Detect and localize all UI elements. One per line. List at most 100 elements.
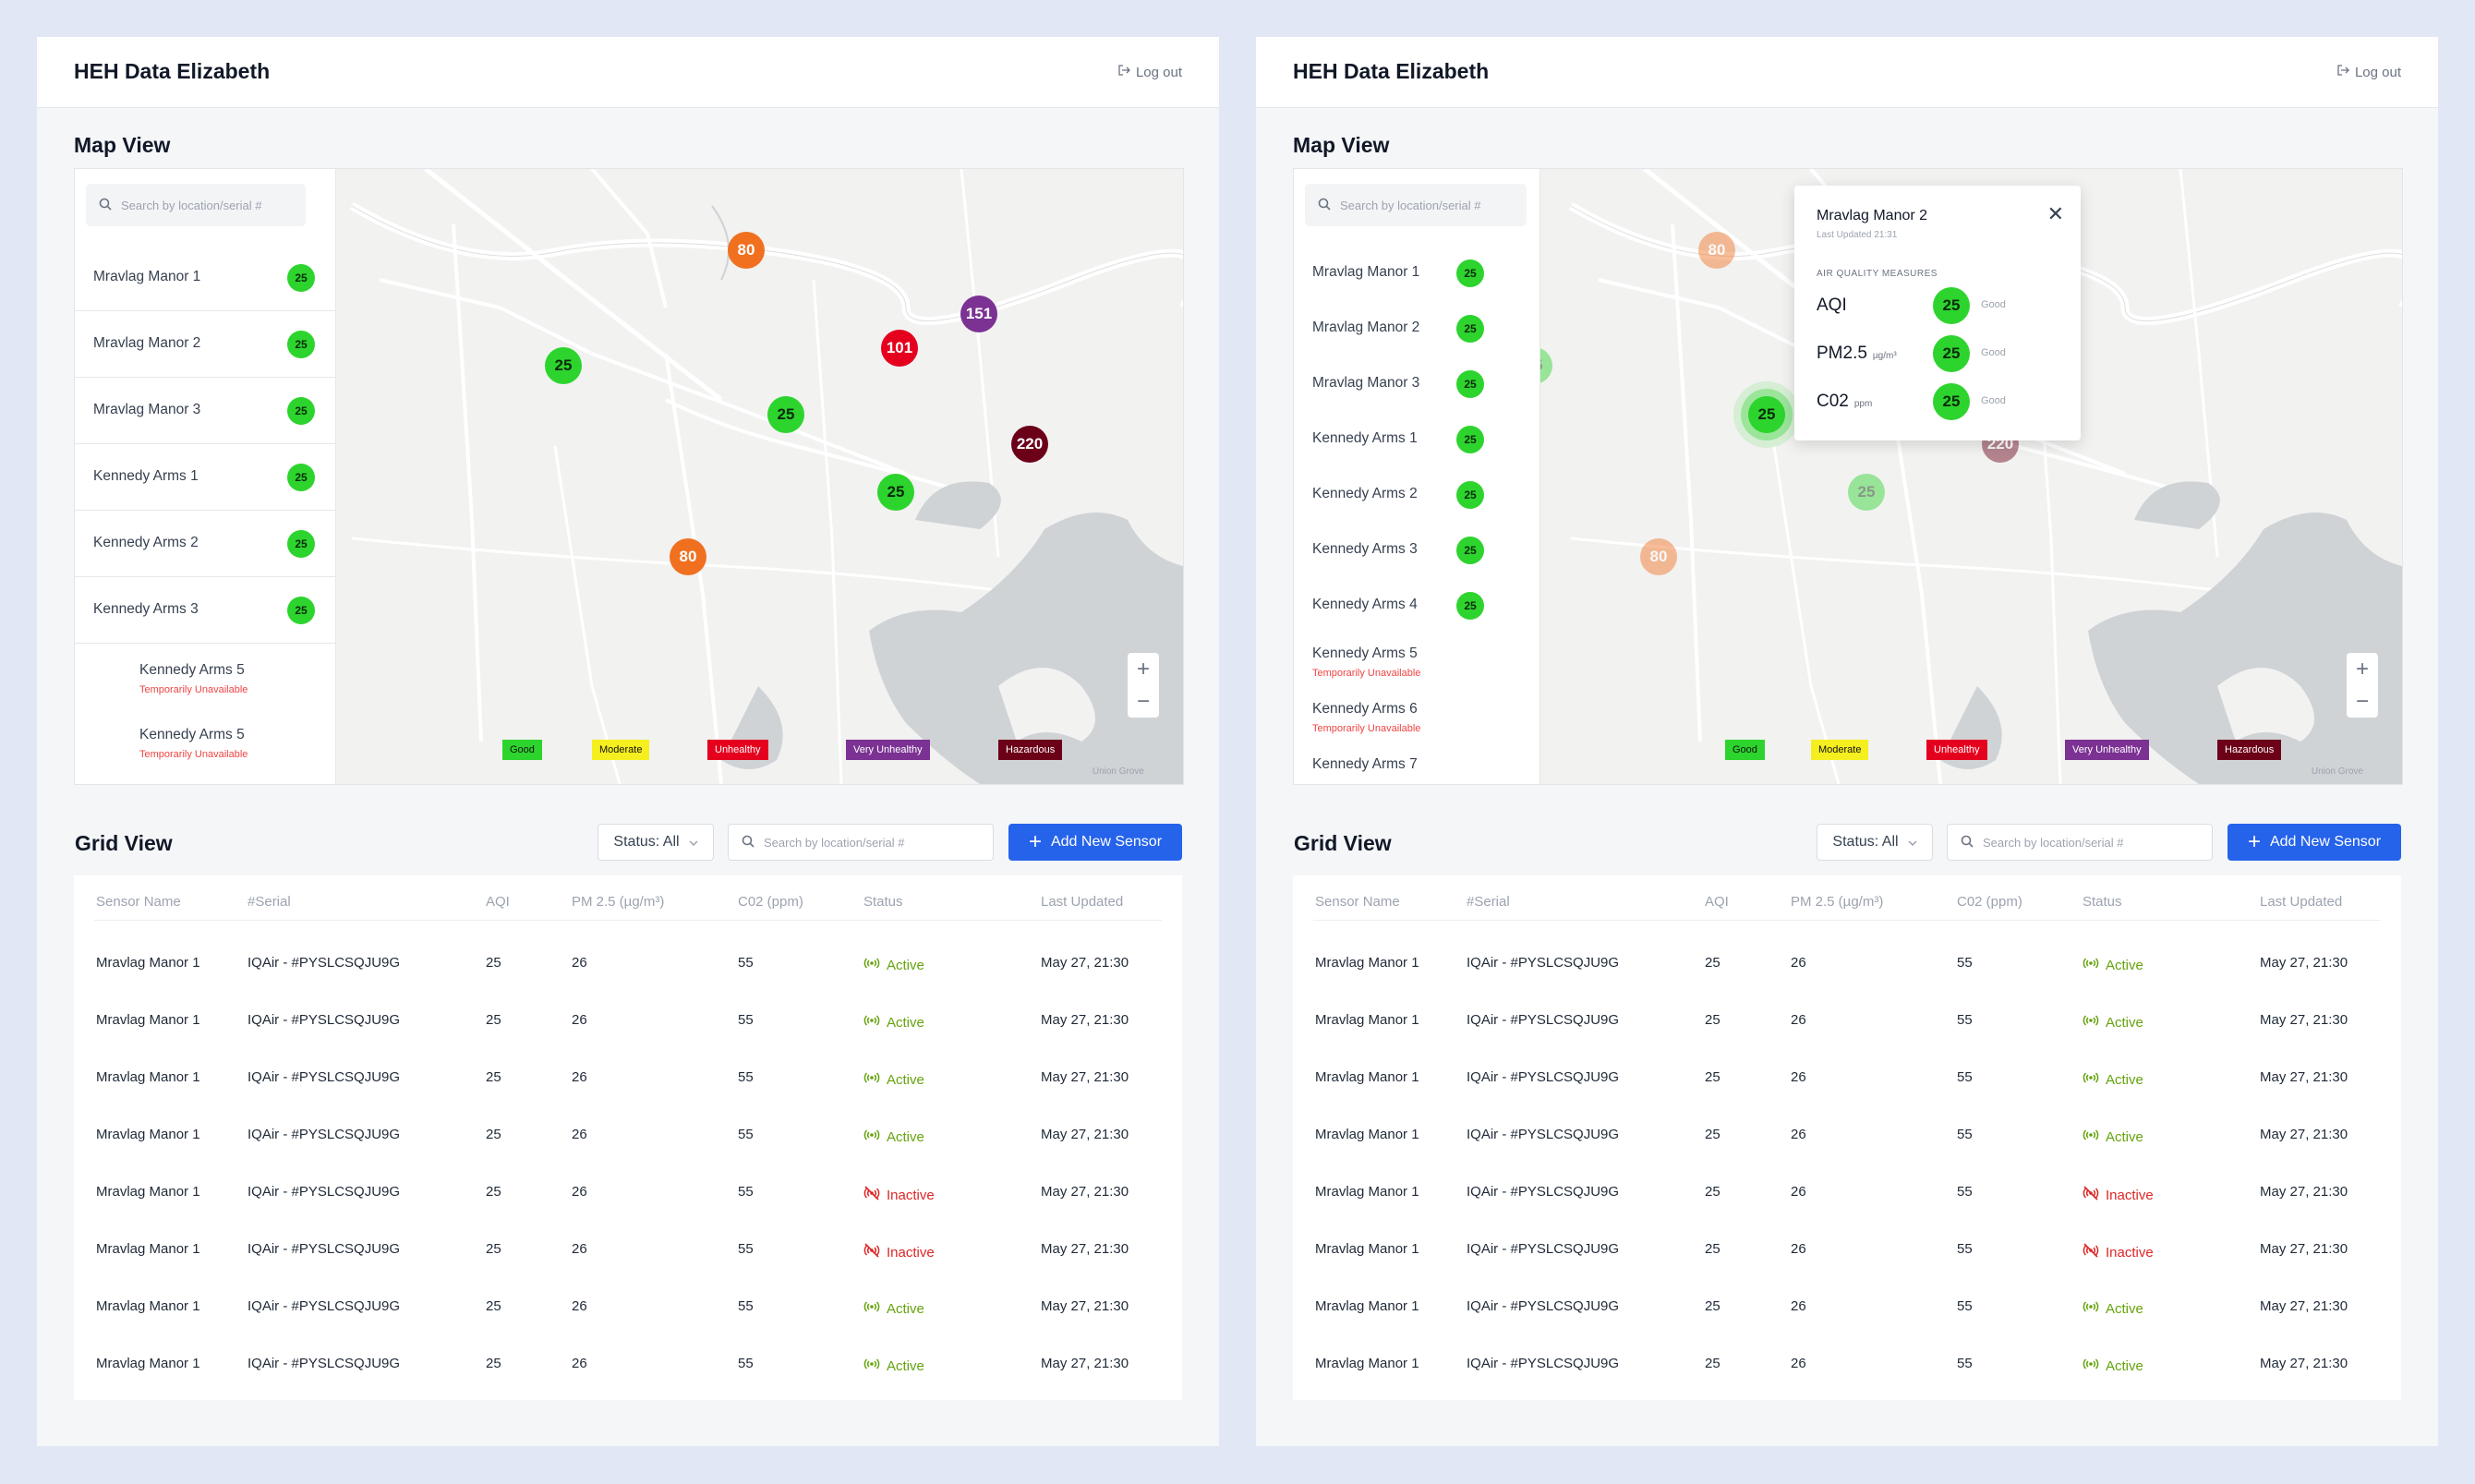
add-new-sensor-button[interactable]: + Add New Sensor [1008, 824, 1182, 861]
aqi-marker-good[interactable]: 25 [545, 347, 582, 384]
location-item[interactable]: Mravlag Manor 3 25 [1294, 356, 1539, 411]
column-header[interactable]: PM 2.5 (µg/m³) [1791, 894, 1884, 910]
table-row[interactable]: Mravlag Manor 1 IQAir - #PYSLCSQJU9G 25 26 5… [74, 1164, 1182, 1221]
column-header[interactable]: #Serial [1467, 894, 1510, 910]
zoom-in-button[interactable]: + [2355, 656, 2369, 682]
table-row[interactable]: Mravlag Manor 1 IQAir - #PYSLCSQJU9G 25 26 5… [74, 935, 1182, 992]
cell-status: Active [863, 1357, 924, 1374]
close-icon[interactable]: ✕ [2046, 202, 2064, 225]
grid-search-input[interactable]: Search by location/serial # [728, 824, 994, 861]
cell-last-updated: May 27, 21:30 [2260, 1241, 2348, 1257]
location-item[interactable]: Mravlag Manor 1 25 [75, 245, 335, 311]
map-card: 80 151 101 25 25 220 25 80 Good Moderate Unhealthy… [74, 168, 1184, 785]
aqi-marker-selected[interactable]: 25 [1748, 396, 1785, 433]
location-name: Kennedy Arms 6 [1312, 701, 1418, 717]
cell-status: Active [2083, 1357, 2143, 1374]
cell-last-updated: May 27, 21:30 [1041, 1012, 1129, 1028]
location-item[interactable]: Kennedy Arms 2 25 [1294, 466, 1539, 522]
zoom-control: + − [1128, 653, 1159, 718]
zoom-control: + − [2347, 653, 2378, 718]
location-item-unavailable[interactable]: Kennedy Arms 5 Temporarily Unavailable [75, 644, 335, 708]
location-item-unavailable[interactable]: Kennedy Arms 7 [1294, 743, 1539, 784]
column-header[interactable]: Last Updated [2260, 894, 2343, 910]
column-header[interactable]: C02 (ppm) [738, 894, 803, 910]
zoom-in-button[interactable]: + [1136, 656, 1150, 682]
column-header[interactable]: PM 2.5 (µg/m³) [572, 894, 665, 910]
logout-link[interactable]: Log out [1117, 64, 1182, 80]
column-header[interactable]: Last Updated [1041, 894, 1124, 910]
table-row[interactable]: Mravlag Manor 1 IQAir - #PYSLCSQJU9G 25 26 5… [74, 1335, 1182, 1393]
location-item[interactable]: Mravlag Manor 3 25 [75, 378, 335, 444]
table-row[interactable]: Mravlag Manor 1 IQAir - #PYSLCSQJU9G 25 26 5… [1293, 1164, 2401, 1221]
location-item-unavailable[interactable]: Kennedy Arms 5 Temporarily Unavailable [75, 708, 335, 773]
zoom-out-button[interactable]: − [1136, 688, 1150, 714]
table-row[interactable]: Mravlag Manor 1 IQAir - #PYSLCSQJU9G 25 26 5… [74, 1106, 1182, 1164]
table-row[interactable]: Mravlag Manor 1 IQAir - #PYSLCSQJU9G 25 26 5… [1293, 1335, 2401, 1393]
table-row[interactable]: Mravlag Manor 1 IQAir - #PYSLCSQJU9G 25 26 5… [1293, 992, 2401, 1049]
aqi-marker-very-unhealthy[interactable]: 151 [960, 296, 997, 332]
location-item[interactable]: Kennedy Arms 3 25 [75, 577, 335, 644]
table-row[interactable]: Mravlag Manor 1 IQAir - #PYSLCSQJU9G 25 26 5… [1293, 1221, 2401, 1278]
aqi-marker-moderate-orange[interactable]: 80 [728, 232, 765, 269]
cell-co2: 55 [1957, 1298, 1973, 1314]
column-header[interactable]: Sensor Name [96, 894, 181, 910]
signal-icon [2083, 1014, 2099, 1031]
cell-aqi: 25 [1705, 1127, 1720, 1142]
column-header[interactable]: C02 (ppm) [1957, 894, 2022, 910]
column-header[interactable]: #Serial [248, 894, 291, 910]
add-button-label: Add New Sensor [2269, 834, 2382, 850]
aqi-marker-hazardous[interactable]: 220 [1011, 426, 1048, 463]
status-filter-select[interactable]: Status: All [598, 824, 714, 861]
map-search-input[interactable]: Search by location/serial # [86, 184, 306, 226]
measure-label: C02 ppm [1817, 392, 1872, 412]
map-view-title: Map View [74, 133, 171, 157]
add-new-sensor-button[interactable]: + Add New Sensor [2228, 824, 2401, 861]
location-item[interactable]: Kennedy Arms 1 25 [75, 444, 335, 511]
location-item[interactable]: Mravlag Manor 1 25 [1294, 245, 1539, 300]
column-header[interactable]: Sensor Name [1315, 894, 1400, 910]
location-item[interactable]: Kennedy Arms 2 25 [75, 511, 335, 577]
map-search-input[interactable]: Search by location/serial # [1305, 184, 1527, 226]
table-row[interactable]: Mravlag Manor 1 IQAir - #PYSLCSQJU9G 25 26 5… [74, 1221, 1182, 1278]
column-header[interactable]: Status [2083, 894, 2122, 910]
table-row[interactable]: Mravlag Manor 1 IQAir - #PYSLCSQJU9G 25 26 5… [1293, 1049, 2401, 1106]
aqi-marker-good[interactable]: 25 [1848, 474, 1885, 511]
aqi-marker-moderate-orange[interactable]: 80 [1698, 232, 1735, 269]
cell-pm: 26 [572, 955, 587, 971]
location-name: Mravlag Manor 3 [1312, 375, 1420, 391]
aqi-marker-good[interactable]: 25 [877, 474, 914, 511]
measure-unit: ppm [1853, 399, 1873, 409]
status-filter-select[interactable]: Status: All [1817, 824, 1933, 861]
location-item-unavailable[interactable]: Kennedy Arms 6 Temporarily Unavailable [1294, 688, 1539, 743]
location-item-unavailable[interactable]: Kennedy Arms 5 Temporarily Unavailable [1294, 633, 1539, 688]
table-row[interactable]: Mravlag Manor 1 IQAir - #PYSLCSQJU9G 25 26 5… [74, 992, 1182, 1049]
location-item[interactable]: Kennedy Arms 3 25 [1294, 522, 1539, 577]
location-item[interactable]: Mravlag Manor 2 25 [75, 311, 335, 378]
location-item[interactable]: Kennedy Arms 4 25 [1294, 577, 1539, 633]
table-row[interactable]: Mravlag Manor 1 IQAir - #PYSLCSQJU9G 25 26 5… [74, 1278, 1182, 1335]
location-item[interactable]: Kennedy Arms 1 25 [1294, 411, 1539, 466]
measure-label: PM2.5 µg/m³ [1817, 344, 1897, 364]
cell-name: Mravlag Manor 1 [1315, 1356, 1419, 1371]
logout-link[interactable]: Log out [2336, 64, 2401, 80]
table-row[interactable]: Mravlag Manor 1 IQAir - #PYSLCSQJU9G 25 26 5… [1293, 935, 2401, 992]
aqi-marker-unhealthy[interactable]: 101 [881, 330, 918, 367]
cell-status: Inactive [2083, 1243, 2154, 1261]
cell-status: Active [2083, 1128, 2143, 1145]
location-item[interactable]: Mravlag Manor 2 25 [1294, 300, 1539, 356]
aqi-marker-moderate-orange[interactable]: 80 [1640, 538, 1677, 575]
column-header[interactable]: Status [863, 894, 903, 910]
aqi-marker-good[interactable]: 25 [767, 396, 804, 433]
grid-search-input[interactable]: Search by location/serial # [1947, 824, 2213, 861]
zoom-out-button[interactable]: − [2355, 688, 2369, 714]
table-row[interactable]: Mravlag Manor 1 IQAir - #PYSLCSQJU9G 25 26 5… [1293, 1278, 2401, 1335]
aqi-marker-moderate-orange[interactable]: 80 [670, 538, 706, 575]
status-filter-value: Status: All [1832, 834, 1899, 850]
column-header[interactable]: AQI [486, 894, 510, 910]
status-label: Active [2106, 957, 2143, 973]
table-row[interactable]: Mravlag Manor 1 IQAir - #PYSLCSQJU9G 25 26 5… [74, 1049, 1182, 1106]
table-row[interactable]: Mravlag Manor 1 IQAir - #PYSLCSQJU9G 25 26 5… [1293, 1106, 2401, 1164]
cell-co2: 55 [738, 1298, 754, 1314]
column-header[interactable]: AQI [1705, 894, 1729, 910]
